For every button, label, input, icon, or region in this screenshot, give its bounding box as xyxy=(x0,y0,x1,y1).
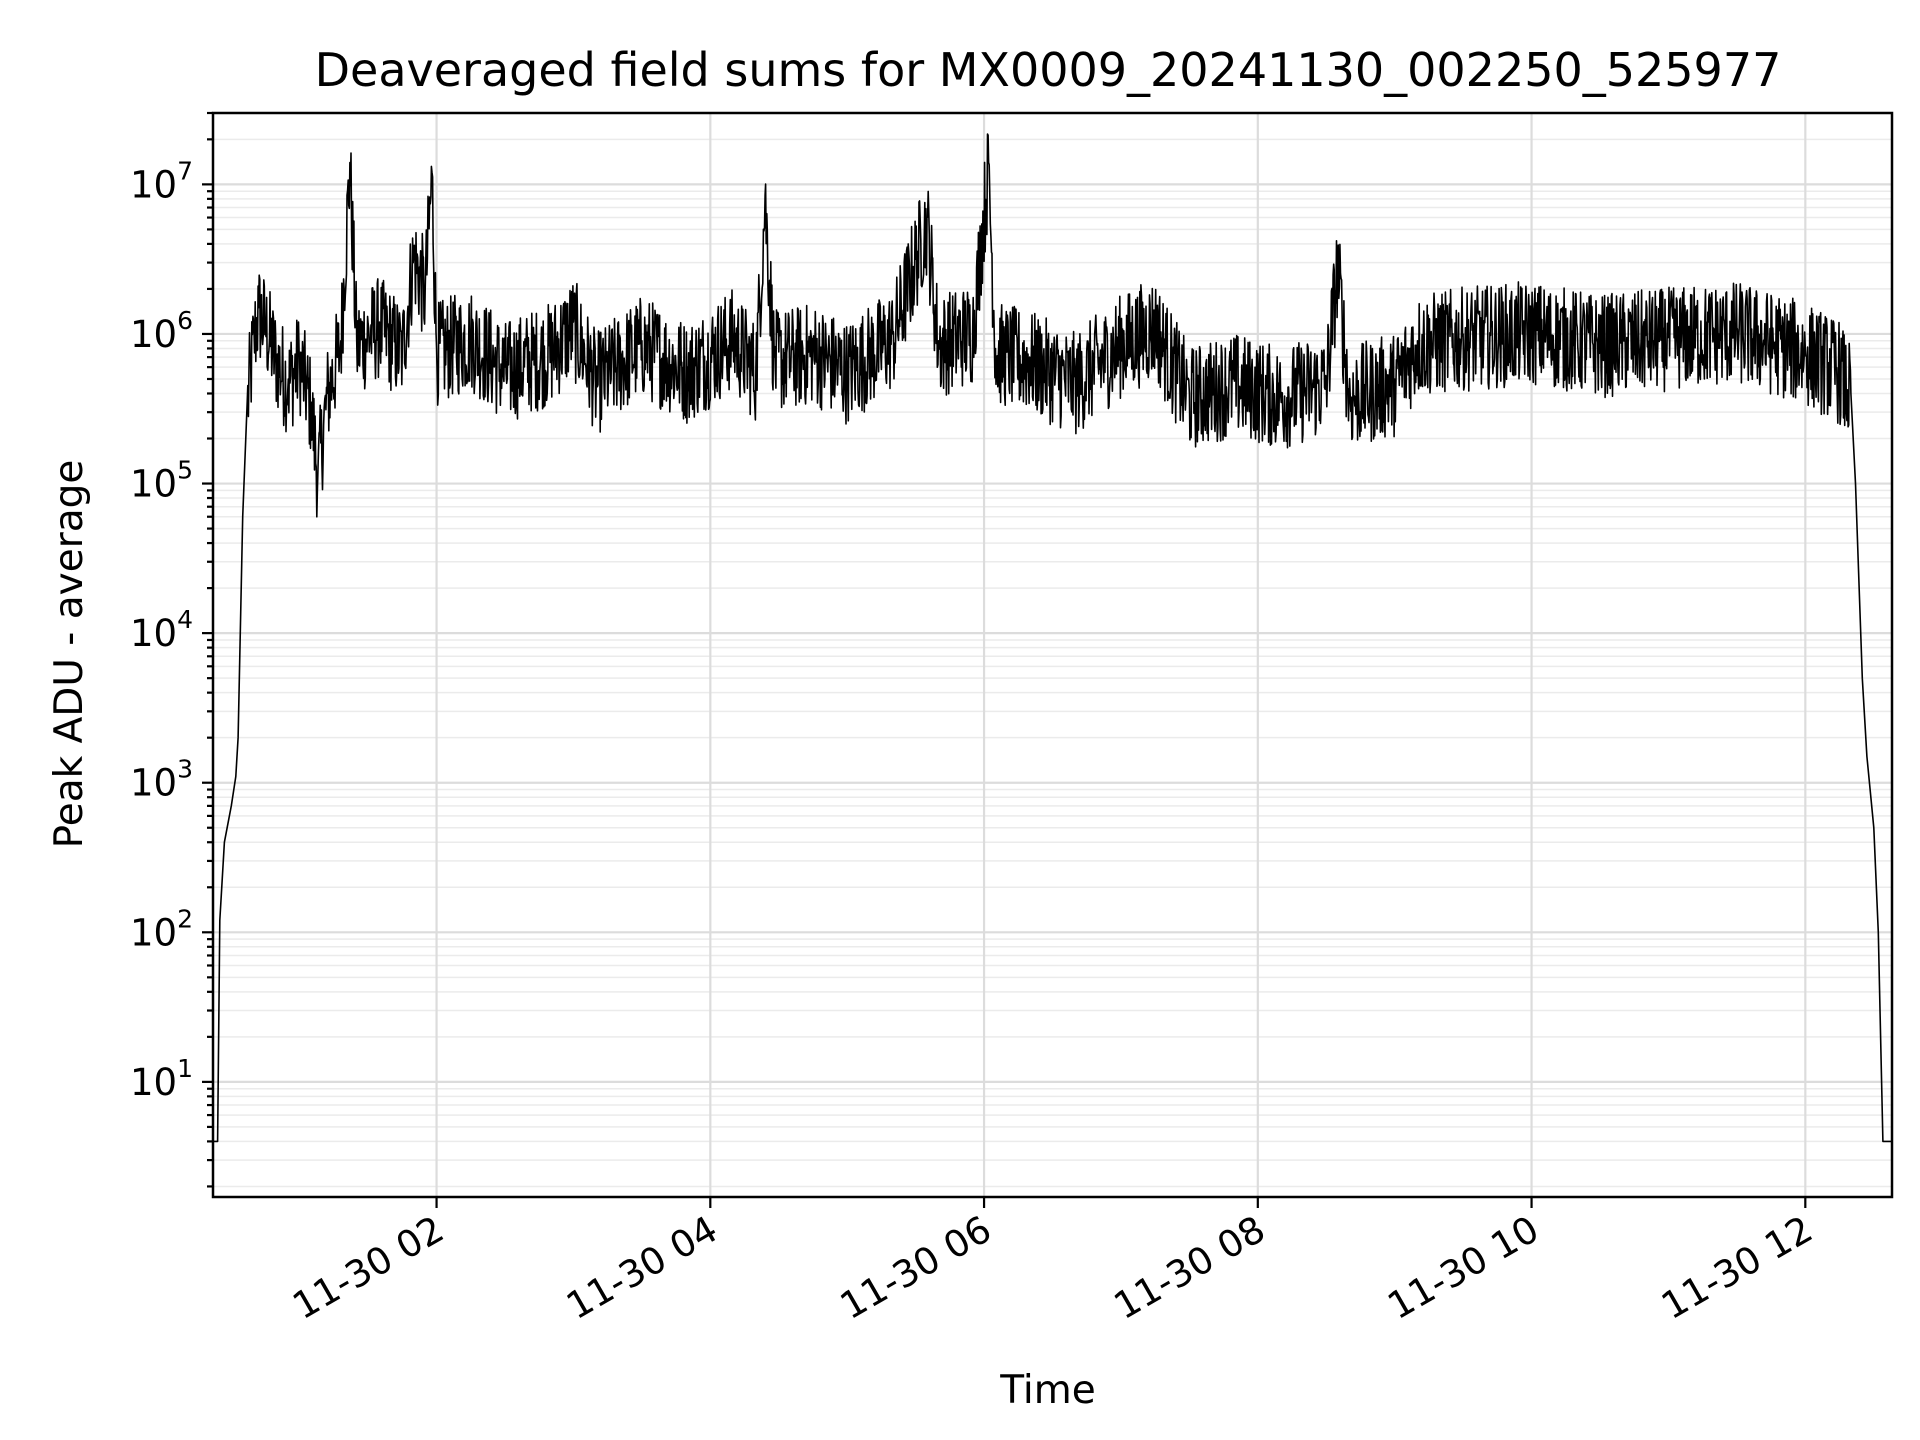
x-axis-label: Time xyxy=(999,1368,1095,1413)
chart-title: Deaveraged field sums for MX0009_2024113… xyxy=(315,43,1782,97)
plot-area xyxy=(213,133,1892,1143)
y-tick-label: 101 xyxy=(130,1054,193,1104)
y-tick-label: 104 xyxy=(130,605,193,655)
y-tick-label: 107 xyxy=(130,156,193,206)
y-tick-label: 103 xyxy=(130,755,193,805)
tick-marks xyxy=(202,111,1807,1208)
y-tick-label: 105 xyxy=(130,456,193,506)
axes-frame xyxy=(211,111,1894,1199)
series-line xyxy=(213,133,1892,1143)
y-axis-label: Peak ADU - average xyxy=(47,460,92,849)
y-tick-label: 106 xyxy=(130,306,193,356)
y-tick-label: 102 xyxy=(130,904,193,954)
